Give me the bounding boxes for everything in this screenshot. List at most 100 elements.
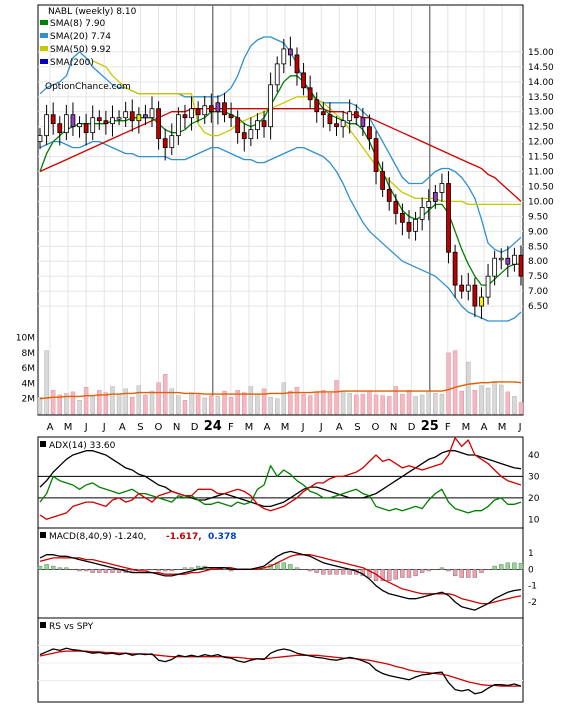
- candle-body: [479, 296, 484, 307]
- candlestick: [406, 210, 412, 239]
- rs-title: RS vs SPY: [49, 622, 94, 632]
- volume-bar: [64, 393, 69, 415]
- candle-body: [281, 48, 287, 65]
- candlestick: [512, 247, 517, 272]
- price-tick-label: 9.50: [528, 212, 548, 222]
- candlestick: [235, 110, 241, 144]
- volume-bar: [162, 374, 168, 415]
- price-panel-frame: [37, 4, 524, 416]
- candlestick: [156, 101, 161, 150]
- volume-average-path: [39, 381, 522, 400]
- candle-body: [235, 117, 241, 134]
- candlestick: [268, 72, 273, 140]
- candle-body: [110, 117, 115, 125]
- legend-swatch: [40, 33, 48, 38]
- sma200-line: [39, 108, 522, 202]
- rs-legend-swatch: [40, 622, 46, 628]
- volume-bar: [518, 402, 524, 415]
- volume-tick-label: 4M: [22, 379, 36, 389]
- candlestick: [83, 113, 89, 146]
- candle-body: [50, 114, 56, 125]
- macd-title: MACD(8,40,9) -1.240,: [49, 532, 146, 542]
- candlestick: [182, 104, 188, 129]
- adx-title: ADX(14) 33.60: [49, 441, 116, 451]
- candlestick: [281, 39, 287, 74]
- candlestick: [129, 99, 135, 132]
- macd-histogram-bar: [327, 569, 333, 575]
- month-label: N: [390, 422, 397, 433]
- candlestick: [301, 62, 306, 96]
- chart-title: NABL (weekly) 8.10: [48, 7, 137, 17]
- macd-histogram-bar: [156, 569, 161, 572]
- candle-body: [129, 111, 135, 122]
- volume-bar: [400, 393, 405, 415]
- price-tick-label: 7.00: [528, 287, 548, 297]
- candle-body: [255, 120, 260, 131]
- candlestick: [37, 128, 43, 150]
- candlestick: [320, 101, 326, 128]
- candle-body: [162, 138, 168, 149]
- macd-histogram-bar: [149, 569, 155, 571]
- macd-histogram-bar: [321, 569, 326, 575]
- candle-body: [143, 114, 148, 119]
- volume-bar: [209, 395, 214, 415]
- candlestick: [208, 93, 214, 123]
- macd-histogram-bar: [459, 569, 464, 578]
- macd-histogram-bar: [499, 564, 504, 570]
- candlestick: [255, 113, 260, 139]
- candle-body: [380, 171, 386, 190]
- volume-y-axis: 10M 8M 6M 4M 2M: [16, 334, 35, 405]
- macd-histogram-bar: [426, 569, 431, 572]
- volume-bar: [301, 393, 306, 415]
- volume-bar: [281, 382, 287, 415]
- candle-body: [228, 114, 234, 119]
- month-label: J: [84, 422, 88, 433]
- candle-body: [90, 117, 96, 134]
- year-label: 25: [421, 419, 439, 434]
- volume-bar: [242, 392, 247, 415]
- macd-tick-label: -2: [528, 598, 537, 608]
- adx-tick-label: 40: [528, 451, 540, 461]
- candle-body: [512, 254, 517, 265]
- month-label: A: [481, 422, 488, 433]
- candle-body: [222, 102, 227, 116]
- volume-bar: [83, 387, 89, 415]
- month-label: A: [264, 422, 271, 433]
- macd-tick-label: 0: [528, 565, 534, 575]
- macd-histogram-bar: [169, 569, 174, 572]
- macd-histogram-bar: [189, 567, 194, 570]
- candlestick: [189, 96, 194, 131]
- candlestick: [44, 104, 49, 145]
- volume-bar: [176, 395, 181, 415]
- volume-bar: [248, 386, 254, 415]
- volume-bar: [426, 390, 431, 415]
- month-label: S: [354, 422, 360, 433]
- month-label: O: [155, 422, 163, 433]
- candle-body: [169, 135, 175, 149]
- macd-histogram-bar: [83, 569, 89, 572]
- candlestick: [162, 128, 168, 161]
- volume-bar: [50, 390, 56, 415]
- candlestick: [360, 107, 366, 136]
- volume-bar: [294, 387, 300, 415]
- candlestick: [228, 102, 234, 127]
- volume-bar: [130, 396, 135, 415]
- candle-body: [202, 105, 208, 116]
- macd-histogram-bar: [485, 569, 491, 571]
- candle-body: [77, 123, 82, 128]
- price-tick-label: 13.50: [528, 93, 554, 103]
- volume-bar: [189, 392, 194, 415]
- adx-series-path: [39, 465, 522, 514]
- candlestick: [479, 287, 484, 319]
- candlestick: [353, 104, 359, 126]
- candlestick: [241, 122, 247, 152]
- adx-series-path: [39, 437, 522, 520]
- candlestick: [175, 107, 181, 145]
- month-label: F: [228, 422, 234, 433]
- price-tick-label: 10.00: [528, 197, 554, 207]
- candle-body: [432, 192, 438, 202]
- volume-bar: [37, 396, 43, 415]
- volume-bar: [228, 396, 234, 415]
- macd-histogram-bar: [446, 569, 451, 572]
- adx-tick-label: 30: [528, 472, 540, 482]
